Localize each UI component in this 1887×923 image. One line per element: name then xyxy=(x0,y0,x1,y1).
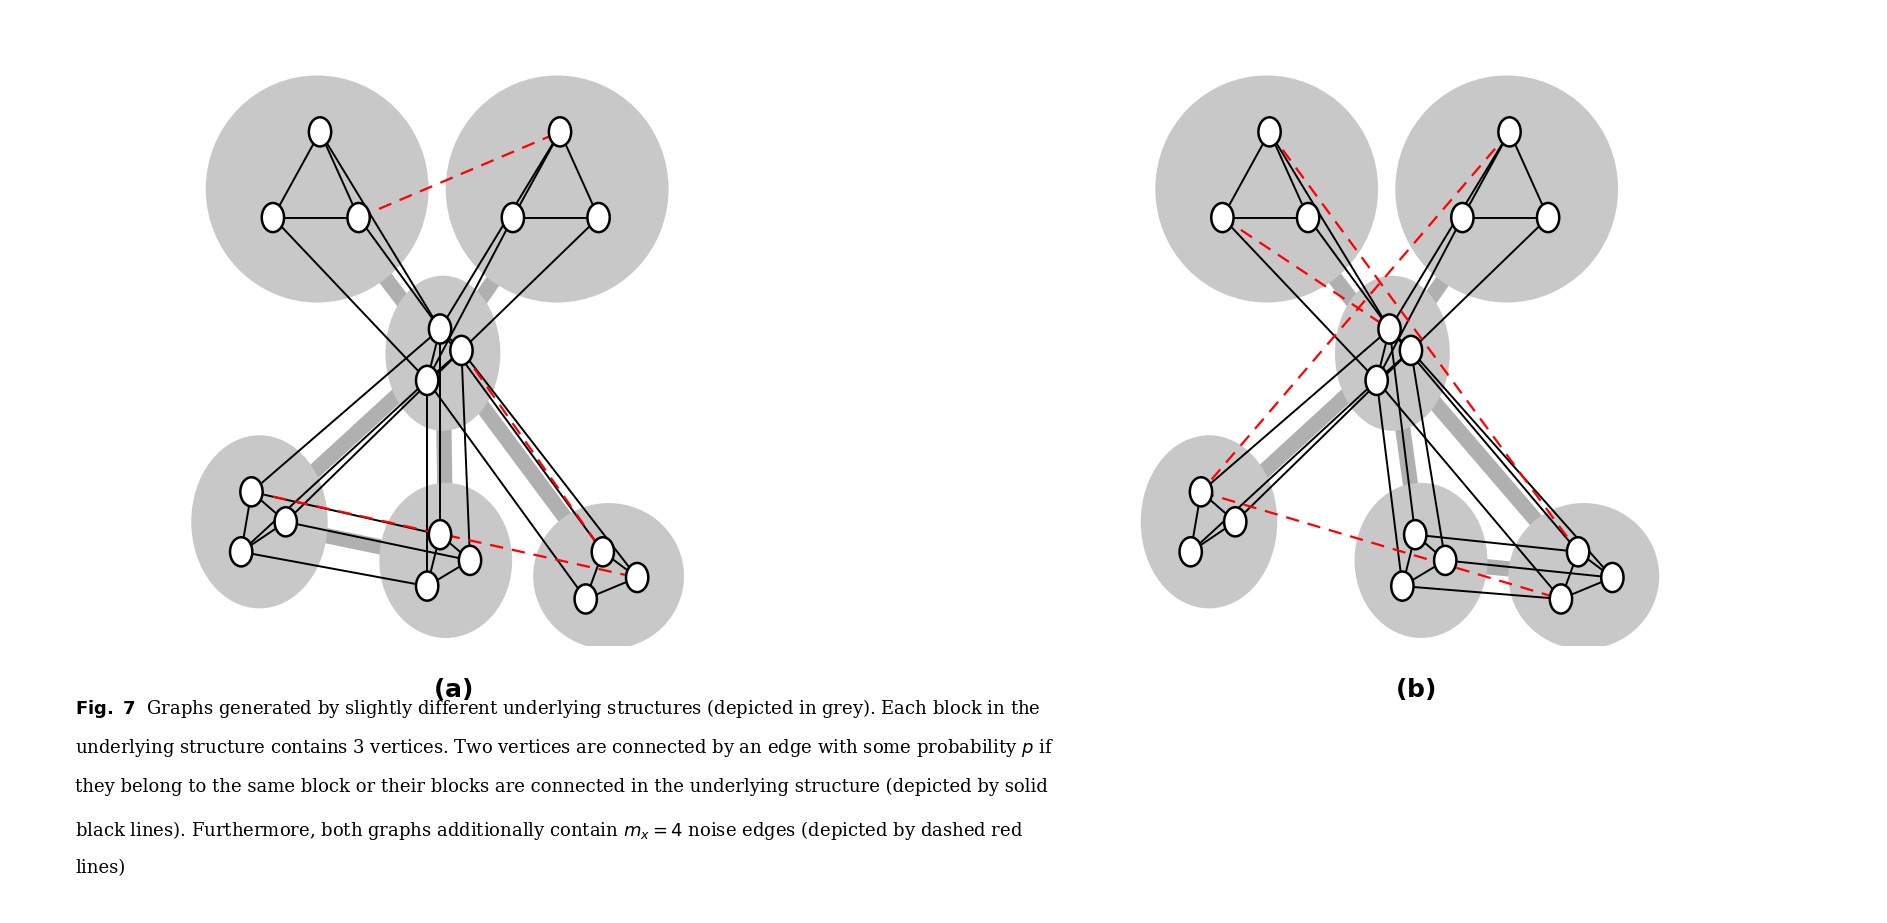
Ellipse shape xyxy=(415,366,438,395)
Ellipse shape xyxy=(459,545,481,575)
Ellipse shape xyxy=(1549,584,1572,614)
Ellipse shape xyxy=(1602,563,1623,593)
Ellipse shape xyxy=(276,508,296,536)
Ellipse shape xyxy=(379,483,511,638)
Ellipse shape xyxy=(502,203,525,233)
Ellipse shape xyxy=(1451,203,1474,233)
Ellipse shape xyxy=(451,336,472,365)
Ellipse shape xyxy=(1334,276,1449,431)
Ellipse shape xyxy=(593,537,613,567)
Text: $\mathbf{(b)}$: $\mathbf{(b)}$ xyxy=(1394,676,1436,702)
Ellipse shape xyxy=(191,436,328,608)
Ellipse shape xyxy=(1296,203,1319,233)
Text: black lines). Furthermore, both graphs additionally contain $m_x = 4$ noise edge: black lines). Furthermore, both graphs a… xyxy=(75,819,1023,842)
Ellipse shape xyxy=(549,117,572,147)
Ellipse shape xyxy=(415,571,438,601)
Ellipse shape xyxy=(1155,76,1378,303)
Ellipse shape xyxy=(428,315,451,343)
Ellipse shape xyxy=(428,521,451,549)
Ellipse shape xyxy=(1179,537,1202,567)
Ellipse shape xyxy=(1366,366,1387,395)
Ellipse shape xyxy=(1566,537,1589,567)
Text: $\mathbf{Fig.\ 7}$  Graphs generated by slightly different underlying structures: $\mathbf{Fig.\ 7}$ Graphs generated by s… xyxy=(75,697,1042,720)
Ellipse shape xyxy=(1355,483,1487,638)
Ellipse shape xyxy=(534,503,683,649)
Ellipse shape xyxy=(347,203,370,233)
Ellipse shape xyxy=(1536,203,1559,233)
Ellipse shape xyxy=(385,276,500,431)
Ellipse shape xyxy=(1191,477,1211,507)
Ellipse shape xyxy=(1391,571,1413,601)
Ellipse shape xyxy=(1498,117,1521,147)
Ellipse shape xyxy=(1211,203,1234,233)
Ellipse shape xyxy=(230,537,253,567)
Ellipse shape xyxy=(574,584,596,614)
Ellipse shape xyxy=(1259,117,1281,147)
Ellipse shape xyxy=(626,563,649,593)
Ellipse shape xyxy=(1434,545,1457,575)
Ellipse shape xyxy=(587,203,610,233)
Ellipse shape xyxy=(445,76,668,303)
Ellipse shape xyxy=(309,117,332,147)
Ellipse shape xyxy=(1400,336,1423,365)
Ellipse shape xyxy=(240,477,262,507)
Ellipse shape xyxy=(1378,315,1400,343)
Ellipse shape xyxy=(262,203,285,233)
Text: $\mathbf{(a)}$: $\mathbf{(a)}$ xyxy=(434,676,472,702)
Text: they belong to the same block or their blocks are connected in the underlying st: they belong to the same block or their b… xyxy=(75,778,1049,797)
Ellipse shape xyxy=(1394,76,1617,303)
Ellipse shape xyxy=(1142,436,1277,608)
Text: underlying structure contains 3 vertices. Two vertices are connected by an edge : underlying structure contains 3 vertices… xyxy=(75,737,1055,760)
Ellipse shape xyxy=(206,76,428,303)
Ellipse shape xyxy=(1225,508,1247,536)
Ellipse shape xyxy=(1404,521,1427,549)
Text: lines): lines) xyxy=(75,859,126,878)
Ellipse shape xyxy=(1508,503,1659,649)
